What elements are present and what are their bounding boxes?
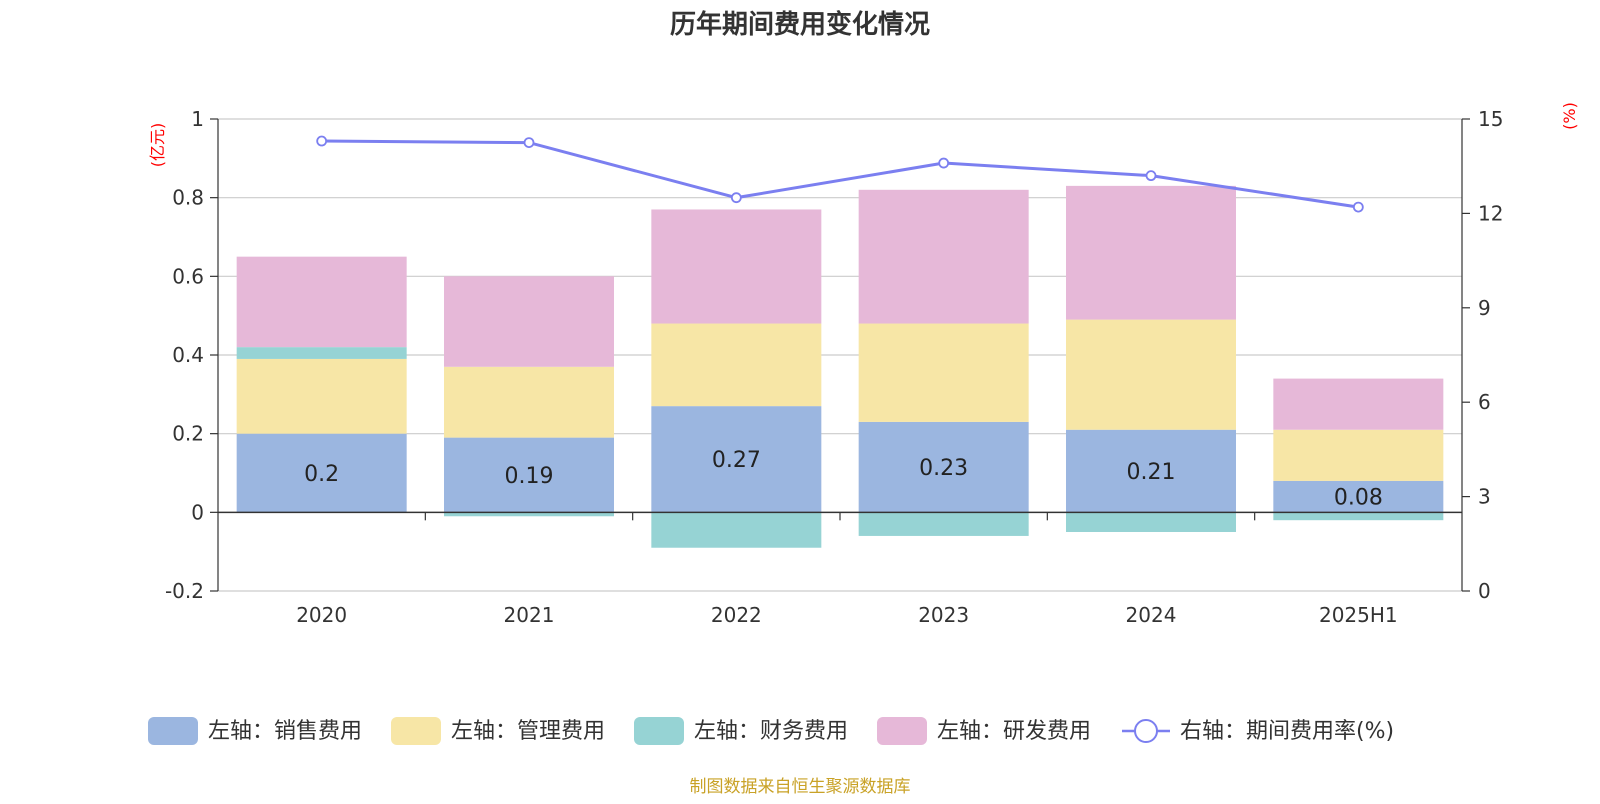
x-axis-tick-label: 2020 — [296, 603, 347, 627]
left-axis-unit: (亿元) — [148, 123, 167, 168]
bar-segment — [858, 512, 1029, 536]
bar-segment — [444, 437, 614, 513]
bar-data-label: 0.21 — [1127, 460, 1176, 485]
bar-segment — [236, 347, 407, 359]
bar-segment — [1273, 378, 1444, 430]
source-note: 制图数据来自恒生聚源数据库 — [690, 777, 911, 797]
bars — [236, 185, 1444, 548]
bar-segment — [444, 512, 614, 517]
bar-segment — [1066, 319, 1236, 430]
right-axis-tick-label: 15 — [1478, 107, 1503, 131]
line-series-point — [316, 135, 328, 147]
bar-segment — [651, 512, 822, 548]
left-axis-tick-label: -0.2 — [165, 579, 204, 603]
line-series-point — [730, 192, 742, 204]
bar-segment — [1066, 512, 1236, 532]
legend-swatch — [634, 717, 684, 745]
chart-title: 历年期间费用变化情况 — [670, 9, 930, 40]
right-axis-tick-label: 9 — [1478, 296, 1491, 320]
bar-segment — [444, 276, 614, 367]
line-series-point — [1352, 201, 1364, 213]
legend-swatch — [877, 717, 927, 745]
x-axis-tick-label: 2021 — [504, 603, 555, 627]
bar-segment — [1066, 429, 1236, 513]
legend-label: 左轴：销售费用 — [208, 719, 362, 744]
legend-swatch — [148, 717, 198, 745]
bar-segment — [236, 358, 407, 434]
bar-data-label: 0.19 — [505, 464, 554, 489]
axes: (亿元) (%) -0.2 0 0.2 0.4 0.6 0.8 1 0 3 6 9 12 15 2020 2… — [148, 102, 1579, 627]
x-axis-tick-label: 2025H1 — [1319, 603, 1398, 627]
bar-segment — [651, 323, 822, 407]
bar-data-label: 0.27 — [712, 448, 761, 473]
legend-label: 左轴：研发费用 — [937, 719, 1091, 744]
line-series-point — [938, 157, 950, 169]
bar-segment — [236, 256, 407, 348]
bar-segment — [651, 209, 822, 324]
x-axis-tick-label: 2023 — [918, 603, 969, 627]
bar-data-label: 0.08 — [1334, 486, 1383, 511]
left-axis-tick-label: 0.4 — [172, 343, 204, 367]
bar-segment — [236, 433, 407, 513]
right-axis-unit: (%) — [1560, 102, 1579, 130]
line-series-path — [321, 139, 1359, 209]
bar-segment — [1273, 429, 1444, 481]
line-series-point — [523, 137, 535, 149]
right-axis-tick-label: 0 — [1478, 579, 1491, 603]
bar-segment — [444, 366, 614, 438]
left-axis-tick-label: 0.6 — [172, 264, 204, 288]
legend-swatch — [391, 717, 441, 745]
legend-label: 右轴：期间费用率(%) — [1180, 719, 1394, 744]
line-series-point — [1145, 170, 1157, 182]
legend-label: 左轴：财务费用 — [694, 719, 848, 744]
left-axis-tick-label: 1 — [191, 107, 204, 131]
left-axis-tick-label: 0.2 — [172, 422, 204, 446]
bar-segment — [1273, 512, 1444, 521]
bar-segment — [1273, 480, 1444, 513]
left-axis-tick-label: 0.8 — [172, 186, 204, 210]
legend: 左轴：销售费用 左轴：管理费用 左轴：财务费用 左轴：研发费用 右轴：期间费用率(%) — [148, 717, 1394, 745]
legend-marker — [1134, 719, 1158, 743]
bar-segment — [858, 189, 1029, 324]
bar-segment — [858, 323, 1029, 422]
line-series — [316, 135, 1364, 213]
right-axis-tick-label: 6 — [1478, 390, 1491, 414]
legend-label: 左轴：管理费用 — [451, 719, 605, 744]
bar-data-label: 0.2 — [304, 462, 339, 487]
grid-lines — [218, 118, 1462, 592]
x-axis-tick-label: 2022 — [711, 603, 762, 627]
x-axis-tick-label: 2024 — [1126, 603, 1177, 627]
right-axis-tick-label: 3 — [1478, 485, 1491, 509]
right-axis-tick-label: 12 — [1478, 201, 1503, 225]
data-labels: 0.2 0.19 0.27 0.23 0.21 0.08 — [304, 448, 1383, 510]
bar-data-label: 0.23 — [919, 456, 968, 481]
bar-segment — [651, 406, 822, 513]
bar-segment — [858, 421, 1029, 513]
bar-segment — [1066, 185, 1236, 320]
left-axis-tick-label: 0 — [191, 500, 204, 524]
